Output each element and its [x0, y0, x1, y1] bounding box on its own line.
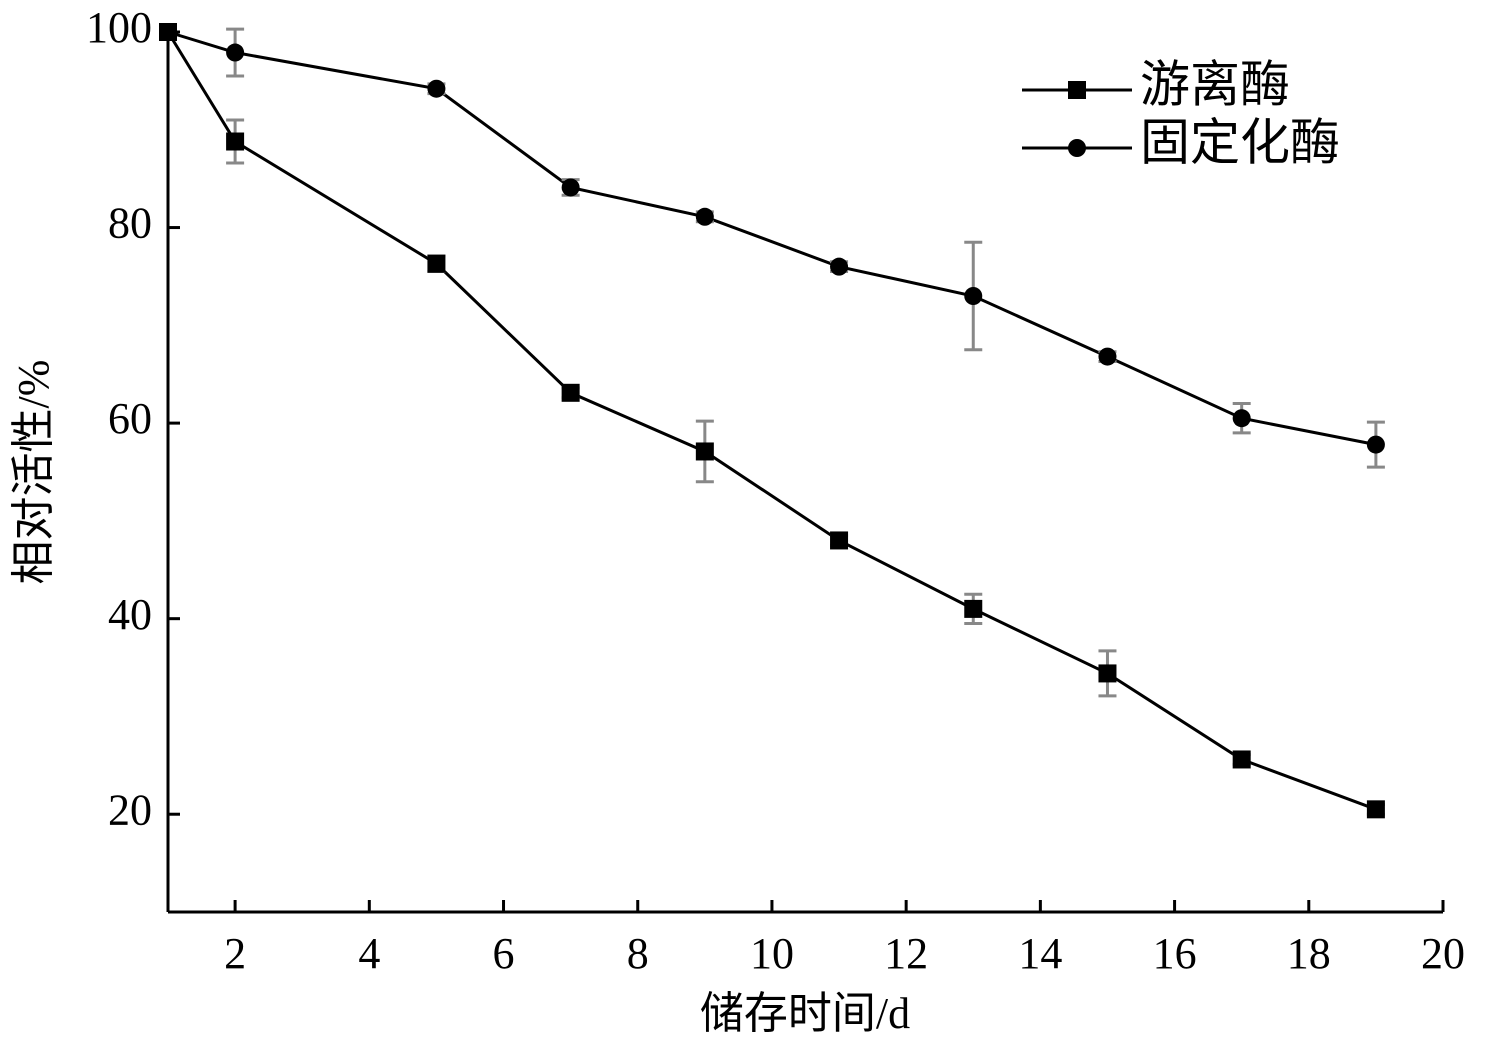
y-tick-label: 100 [86, 3, 152, 52]
data-point [964, 599, 983, 618]
data-point [1366, 435, 1385, 454]
legend-marker [1068, 139, 1086, 157]
x-tick-label: 20 [1421, 929, 1465, 978]
data-point [1098, 347, 1117, 366]
x-tick-label: 8 [627, 929, 649, 978]
data-point [695, 442, 714, 461]
data-point [226, 43, 245, 62]
x-tick-label: 4 [358, 929, 380, 978]
x-tick-label: 18 [1287, 929, 1331, 978]
y-tick-label: 80 [108, 199, 152, 248]
x-axis-label: 储存时间/d [700, 989, 910, 1038]
data-point [830, 531, 849, 550]
data-point [1098, 664, 1117, 683]
x-tick-label: 12 [884, 929, 928, 978]
data-point [1232, 750, 1251, 769]
legend-marker [1068, 81, 1086, 99]
legend-label: 固定化酶 [1140, 114, 1340, 170]
legend-label: 游离酶 [1140, 56, 1290, 112]
data-point [427, 254, 446, 273]
data-point [561, 178, 580, 197]
y-tick-label: 40 [108, 590, 152, 639]
x-tick-label: 16 [1153, 929, 1197, 978]
data-point [695, 207, 714, 226]
x-tick-label: 14 [1018, 929, 1062, 978]
data-point [226, 132, 245, 151]
y-axis-label: 相对活性/% [9, 360, 58, 585]
y-tick-label: 60 [108, 394, 152, 443]
data-point [830, 257, 849, 276]
y-tick-label: 20 [108, 785, 152, 834]
data-point [1366, 800, 1385, 819]
series-line [166, 31, 1377, 811]
x-tick-label: 10 [750, 929, 794, 978]
data-point [159, 23, 177, 41]
data-point [1232, 409, 1251, 428]
series-line [167, 30, 1377, 447]
data-point [561, 383, 580, 402]
data-point [427, 79, 446, 98]
data-point [964, 287, 983, 305]
x-tick-label: 6 [493, 929, 515, 978]
x-tick-label: 2 [224, 929, 246, 978]
